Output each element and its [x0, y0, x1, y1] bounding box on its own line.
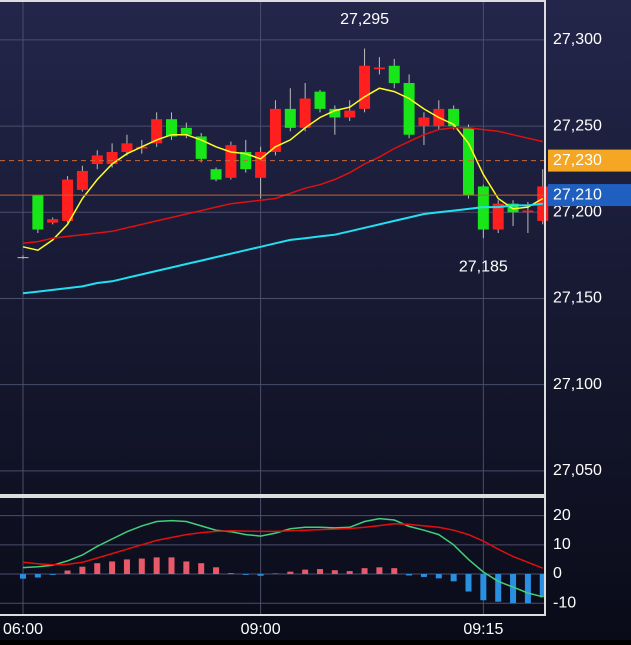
- candle-body: [344, 110, 356, 118]
- candle-body: [463, 127, 474, 196]
- candle-body: [373, 67, 385, 70]
- candle-body: [269, 108, 281, 152]
- candle-body: [255, 151, 267, 178]
- indicator-line: [22, 127, 543, 245]
- y-tick-label: 10: [553, 536, 571, 553]
- candle-body: [329, 108, 341, 118]
- histogram-bar: [79, 566, 86, 575]
- y-tick-label: 27,050: [553, 462, 602, 479]
- candle-body: [359, 65, 371, 109]
- histogram-bar: [510, 574, 517, 604]
- indicator-line: [22, 202, 543, 295]
- y-tick-label: 20: [553, 507, 571, 524]
- candle-body: [448, 108, 460, 127]
- x-tick-label: 09:15: [463, 621, 503, 638]
- histogram-bar: [287, 571, 294, 575]
- histogram-bar: [272, 573, 279, 575]
- histogram-bar: [168, 557, 175, 575]
- histogram-bar: [539, 574, 546, 598]
- histogram-bar: [361, 568, 368, 575]
- histogram-bar: [227, 573, 234, 575]
- histogram-bar: [123, 559, 130, 575]
- candle-body: [284, 108, 296, 128]
- histogram-bar: [406, 574, 413, 576]
- candle-body: [47, 219, 59, 223]
- y-tick-label: 27,200: [553, 204, 602, 221]
- histogram-bar: [153, 557, 160, 575]
- histogram-bar: [346, 571, 353, 575]
- annotation: 27,185: [459, 258, 508, 275]
- histogram-bar: [242, 574, 249, 575]
- histogram-bar: [213, 567, 220, 575]
- candle-body: [106, 151, 118, 165]
- histogram-bar: [198, 563, 205, 575]
- candle-body: [299, 98, 311, 128]
- indicator-line: [22, 523, 544, 569]
- histogram-bar: [94, 563, 101, 575]
- price-label-box: [548, 184, 631, 207]
- candle-body: [166, 119, 177, 137]
- histogram-bar: [49, 574, 56, 575]
- candle-body: [418, 117, 430, 127]
- histogram-bar: [524, 574, 531, 604]
- candle-body: [522, 210, 534, 213]
- histogram-bar: [450, 574, 457, 582]
- candle-body: [151, 119, 163, 144]
- histogram-bar: [420, 574, 427, 577]
- histogram-bar: [183, 561, 190, 575]
- y-tick-label: 27,150: [553, 290, 602, 307]
- candle-body: [62, 179, 74, 221]
- histogram-bar: [391, 568, 398, 575]
- candle-body: [388, 65, 400, 84]
- y-tick-label: -10: [553, 594, 576, 611]
- candle-body: [210, 169, 222, 180]
- y-tick-label: 27,300: [553, 31, 602, 48]
- annotation: 27,295: [340, 11, 389, 28]
- candle-body: [180, 127, 192, 135]
- candle-body: [121, 143, 133, 152]
- histogram-bar: [109, 561, 116, 575]
- histogram-bar: [465, 574, 472, 592]
- candle-body: [76, 170, 88, 190]
- candle-body: [225, 145, 237, 178]
- candle-body: [136, 146, 148, 149]
- price-label: 27,210: [553, 186, 602, 203]
- candle-body: [91, 155, 103, 165]
- histogram-bar: [495, 574, 502, 602]
- histogram-bar: [20, 574, 26, 579]
- candle-body: [314, 91, 326, 109]
- y-tick-label: 0: [553, 565, 562, 582]
- histogram-bar: [376, 567, 383, 575]
- x-tick-label: 09:00: [241, 621, 281, 638]
- price-label: 27,230: [553, 152, 602, 169]
- histogram-bar: [302, 569, 309, 575]
- macd-frame: [0, 496, 546, 616]
- price-label-box: [548, 149, 631, 172]
- candle-body: [17, 257, 29, 259]
- histogram-bar: [317, 569, 323, 575]
- candle-body: [507, 203, 519, 213]
- x-tick-label: 06:00: [3, 621, 43, 638]
- histogram-bar: [34, 574, 41, 578]
- histogram-bar: [64, 570, 71, 575]
- main-frame: [0, 0, 546, 496]
- candle-body: [492, 203, 504, 230]
- histogram-bar: [480, 574, 487, 601]
- y-tick-label: 27,250: [553, 117, 602, 134]
- histogram-bar: [435, 574, 442, 579]
- histogram-bar: [257, 574, 264, 576]
- histogram-bar: [331, 570, 338, 575]
- candle-body: [403, 83, 415, 135]
- candle-body: [32, 195, 44, 230]
- histogram-bar: [138, 558, 145, 575]
- candle-body: [195, 136, 207, 159]
- y-tick-label: 27,100: [553, 376, 602, 393]
